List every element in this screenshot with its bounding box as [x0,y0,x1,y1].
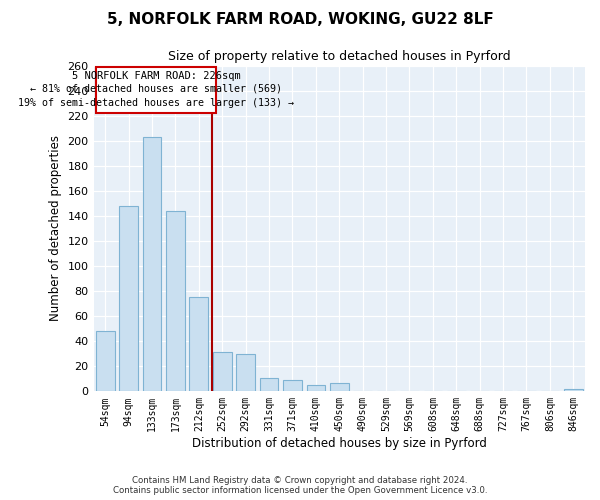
Bar [119,206,138,392]
Bar [213,352,232,392]
Text: Contains HM Land Registry data © Crown copyright and database right 2024.
Contai: Contains HM Land Registry data © Crown c… [113,476,487,495]
Bar [283,380,302,392]
FancyBboxPatch shape [97,67,217,113]
Bar [143,137,161,392]
Bar [190,298,208,392]
X-axis label: Distribution of detached houses by size in Pyrford: Distribution of detached houses by size … [192,437,487,450]
Bar [260,378,278,392]
Text: 5, NORFOLK FARM ROAD, WOKING, GU22 8LF: 5, NORFOLK FARM ROAD, WOKING, GU22 8LF [107,12,493,28]
Bar [166,211,185,392]
Bar [330,382,349,392]
Bar [307,385,325,392]
Text: 19% of semi-detached houses are larger (133) →: 19% of semi-detached houses are larger (… [19,98,295,108]
Bar [96,331,115,392]
Text: ← 81% of detached houses are smaller (569): ← 81% of detached houses are smaller (56… [31,84,283,94]
Bar [564,389,583,392]
Y-axis label: Number of detached properties: Number of detached properties [49,136,62,322]
Title: Size of property relative to detached houses in Pyrford: Size of property relative to detached ho… [168,50,511,63]
Bar [236,354,255,392]
Text: 5 NORFOLK FARM ROAD: 226sqm: 5 NORFOLK FARM ROAD: 226sqm [72,72,241,82]
